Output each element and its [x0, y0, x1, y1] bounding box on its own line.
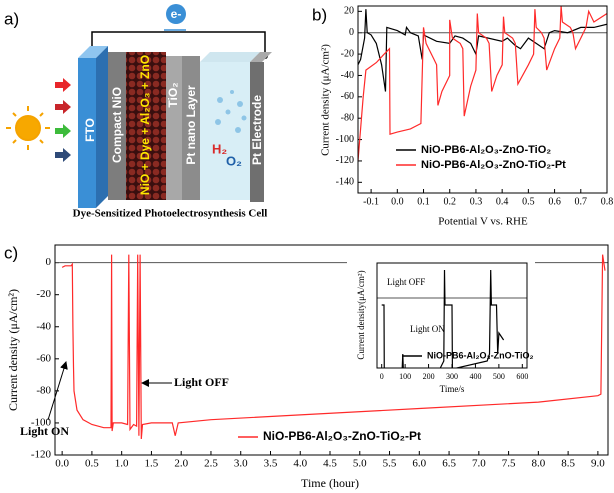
y-tick-label: -80: [341, 112, 354, 123]
layer-label: NiO + Dye + Al₂O₃ + ZnO: [138, 55, 152, 195]
y-tick-label: -100: [336, 134, 354, 145]
data-line: [61, 254, 606, 440]
x-tick-label: 0.3: [470, 196, 483, 207]
annotation: Light ON: [20, 424, 69, 438]
y-axis-label: Current density (μA/cm²): [6, 289, 20, 411]
x-tick-label: 0.1: [417, 196, 430, 207]
x-tick-label: 200: [423, 372, 435, 381]
plot-frame: [376, 262, 528, 369]
legend-label: NiO-PB6-Al₂O₃-ZnO-TiO₂: [421, 144, 551, 156]
electron-label: e-: [171, 7, 182, 21]
y-tick-label: -60: [341, 91, 354, 102]
x-tick-label: 9.0: [591, 458, 605, 470]
legend-label: NiO-PB6-Al₂O₃-ZnO-TiO₂-Pt: [421, 159, 566, 171]
x-tick-label: 0: [380, 372, 384, 381]
x-tick-label: 0.0: [55, 458, 69, 470]
x-tick-label: -0.1: [363, 196, 379, 207]
y-tick-label: -20: [341, 48, 354, 59]
x-tick-label: 5.0: [353, 458, 367, 470]
y-tick-label: -80: [36, 384, 51, 396]
x-tick-label: 0.7: [575, 196, 588, 207]
electron: [166, 4, 186, 24]
x-tick-label: 300: [446, 372, 458, 381]
x-tick-label: 600: [516, 372, 528, 381]
caption: Dye-Sensitized Photoelectrosynthesis Cel…: [73, 208, 268, 220]
x-tick-label: 1.5: [145, 458, 159, 470]
y-tick-label: -40: [36, 320, 51, 332]
y-axis-label: Current density (μA/cm²): [320, 44, 332, 156]
x-tick-label: 0.8: [601, 196, 614, 207]
x-tick-label: 3.5: [264, 458, 278, 470]
annotation: Light OFF: [387, 277, 425, 287]
x-tick-label: 400: [469, 372, 481, 381]
y-tick-label: -60: [36, 352, 51, 364]
y-tick-label: -40: [341, 70, 354, 81]
plot-frame: [357, 5, 608, 194]
gas-label: H₂: [212, 141, 227, 156]
panel-label: c): [4, 243, 18, 262]
x-tick-label: 4.0: [293, 458, 307, 470]
annotation: Light ON: [410, 324, 445, 334]
annotation-arrow: [47, 361, 68, 421]
light-arrows: [55, 78, 71, 162]
y-tick-label: -140: [336, 177, 354, 188]
y-tick-label: -120: [336, 155, 354, 166]
data-line: [381, 269, 505, 368]
y-tick-label: 20: [344, 6, 354, 17]
x-tick-label: 1.0: [115, 458, 129, 470]
layer-label: Compact NiO: [110, 87, 124, 163]
x-tick-label: 0.2: [443, 196, 456, 207]
layer-label: Pt nano Layer: [184, 85, 198, 165]
gas-label: O₂: [226, 153, 242, 168]
x-tick-label: 5.5: [383, 458, 397, 470]
layer-label: Pt Electrode: [250, 95, 264, 165]
x-tick-label: 100: [399, 372, 411, 381]
data-line: [358, 6, 607, 161]
plot-frame: [54, 244, 609, 456]
x-tick-label: 2.5: [204, 458, 218, 470]
x-tick-label: 0.4: [496, 196, 509, 207]
panel-label: a): [4, 9, 19, 28]
x-tick-label: 4.5: [323, 458, 337, 470]
legend-label: NiO-PB6-Al₂O₃-ZnO-TiO₂: [427, 350, 534, 360]
x-tick-label: 6.0: [412, 458, 426, 470]
x-tick-label: 7.5: [502, 458, 516, 470]
y-tick-label: 0: [46, 256, 52, 268]
x-tick-label: 0.5: [85, 458, 99, 470]
x-tick-label: 0.5: [522, 196, 535, 207]
y-tick-label: -120: [31, 449, 52, 461]
x-tick-label: 8.0: [531, 458, 545, 470]
layer-label: TiO₂: [166, 82, 180, 107]
x-axis-label: Time/s: [440, 384, 465, 394]
x-tick-label: 3.0: [234, 458, 248, 470]
x-tick-label: 7.0: [472, 458, 486, 470]
x-tick-label: 0.0: [391, 196, 404, 207]
y-axis-label: Current density(μA/cm²): [356, 270, 366, 359]
x-tick-label: 2.0: [174, 458, 188, 470]
inset-background: [347, 255, 535, 396]
x-tick-label: 0.6: [548, 196, 561, 207]
x-tick-label: 8.5: [561, 458, 575, 470]
panel-label: b): [312, 5, 327, 24]
x-axis-label: Time (hour): [301, 476, 359, 490]
y-tick-label: -20: [36, 288, 51, 300]
y-tick-label: 0: [349, 27, 354, 38]
layer-label: FTO: [83, 118, 97, 142]
annotation: Light OFF: [174, 375, 229, 389]
cell-diagram: e- FTO Compact NiO NiO + Dye + Al₂O₃ + Z…: [6, 4, 272, 220]
x-tick-label: 6.5: [442, 458, 456, 470]
x-axis-label: Potential V vs. RHE: [438, 216, 528, 228]
y-tick-label: -100: [31, 416, 52, 428]
legend-label: NiO-PB6-Al₂O₃-ZnO-TiO₂-Pt: [263, 429, 421, 443]
sun: [6, 106, 50, 150]
x-tick-label: 500: [493, 372, 505, 381]
